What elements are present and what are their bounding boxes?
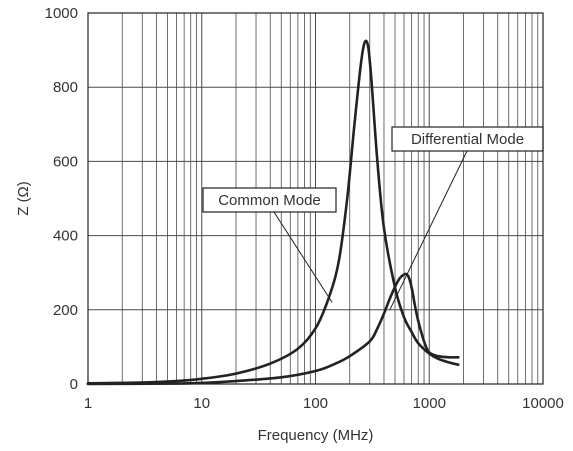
annotation-box xyxy=(202,187,337,213)
annotations: Common Mode Differential Mode xyxy=(202,126,544,311)
x-tick-label: 1000 xyxy=(413,395,446,412)
series-lines xyxy=(86,39,460,386)
x-tick-label: 100 xyxy=(303,395,328,412)
x-tick-label: 10000 xyxy=(522,395,564,412)
x-tick-label: 1 xyxy=(84,395,92,412)
y-tick-label: 800 xyxy=(53,79,78,96)
x-axis-label: Frequency (MHz) xyxy=(258,427,374,444)
differential-mode-curve xyxy=(86,272,460,386)
tick-labels: 1 10 100 1000 10000 0 200 400 600 800 1000 xyxy=(45,5,564,412)
annotation-label: Common Mode xyxy=(218,192,321,209)
y-tick-label: 0 xyxy=(70,376,78,393)
annotation-label: Differential Mode xyxy=(411,131,524,148)
y-tick-label: 400 xyxy=(53,228,78,245)
y-axis-label: Z (Ω) xyxy=(15,181,32,216)
y-tick-label: 200 xyxy=(53,302,78,319)
y-tick-label: 1000 xyxy=(45,5,78,22)
annotation-box xyxy=(391,126,544,152)
annotation-leader-line xyxy=(389,150,468,311)
plot-frame xyxy=(87,12,544,385)
y-tick-label: 600 xyxy=(53,153,78,170)
common-mode-curve xyxy=(86,39,460,385)
x-tick-label: 10 xyxy=(193,395,210,412)
annotation-leader-line xyxy=(273,211,333,303)
